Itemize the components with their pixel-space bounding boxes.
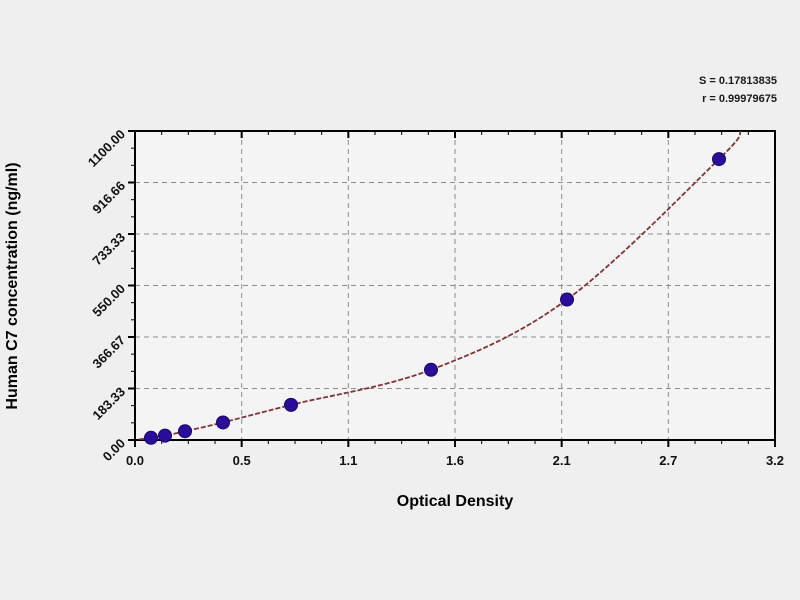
data-point bbox=[178, 424, 192, 439]
data-point bbox=[424, 362, 438, 377]
x-tick-label: 2.1 bbox=[553, 453, 571, 468]
y-tick-label: 733.33 bbox=[89, 230, 128, 269]
gridlines bbox=[135, 131, 775, 440]
stat-standard-error: S = 0.17813835 bbox=[699, 75, 777, 87]
x-tick-label: 0.0 bbox=[126, 453, 144, 468]
x-axis-title: Optical Density bbox=[397, 493, 514, 510]
data-point bbox=[712, 152, 726, 167]
data-point bbox=[158, 428, 172, 443]
x-tick-label: 3.2 bbox=[766, 453, 784, 468]
stat-correlation: r = 0.99979675 bbox=[702, 93, 777, 105]
y-tick-label: 366.67 bbox=[89, 333, 128, 372]
data-point bbox=[144, 430, 158, 445]
y-tick-label: 550.00 bbox=[89, 281, 128, 320]
y-tick-label: 0.00 bbox=[100, 436, 129, 465]
axis-ticks bbox=[128, 130, 776, 447]
data-point bbox=[284, 397, 298, 412]
x-tick-label: 1.6 bbox=[446, 453, 464, 468]
y-axis-title: Human C7 concentration (ng/ml) bbox=[4, 162, 21, 409]
x-tick-label: 0.5 bbox=[233, 453, 251, 468]
x-tick-label: 1.1 bbox=[339, 453, 357, 468]
x-tick-label: 2.7 bbox=[659, 453, 677, 468]
data-point bbox=[216, 415, 230, 430]
y-tick-label: 183.33 bbox=[89, 384, 128, 423]
data-points-layer bbox=[144, 152, 726, 445]
y-tick-label: 1100.00 bbox=[85, 127, 128, 170]
y-tick-label: 916.66 bbox=[89, 178, 128, 217]
data-point bbox=[560, 292, 574, 307]
